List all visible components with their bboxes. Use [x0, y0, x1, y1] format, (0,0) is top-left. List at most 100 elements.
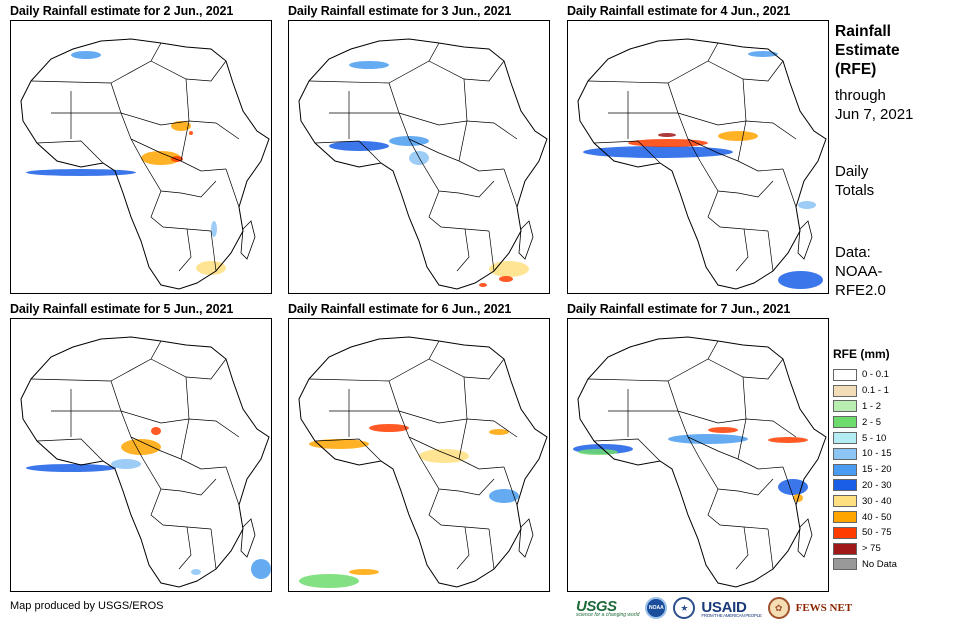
- legend-swatch: [833, 542, 857, 555]
- rainfall-patch: [489, 489, 519, 503]
- country-border: [408, 436, 505, 470]
- rainfall-patch: [489, 429, 509, 435]
- country-border: [737, 78, 747, 162]
- legend-label: 40 - 50: [862, 511, 892, 523]
- rainfall-patch: [389, 136, 429, 146]
- map-panel-jun-4: Daily Rainfall estimate for 4 Jun., 2021: [567, 4, 843, 294]
- legend-swatch: [833, 526, 857, 539]
- country-border: [707, 358, 784, 380]
- country-border: [503, 168, 518, 208]
- side-title-line: Rainfall: [835, 23, 891, 40]
- legend-swatch: [833, 479, 857, 492]
- country-border: [687, 138, 784, 172]
- legend-label: > 75: [862, 543, 881, 555]
- rainfall-patch: [658, 133, 676, 137]
- rainfall-patch: [369, 424, 409, 432]
- africa-map: [288, 20, 550, 294]
- legend-swatch: [833, 511, 857, 524]
- rainfall-patch: [578, 449, 618, 455]
- continent-outline: [298, 336, 548, 588]
- legend-title: RFE (mm): [833, 347, 890, 361]
- country-border: [428, 358, 505, 380]
- country-border: [314, 140, 382, 164]
- country-border: [677, 410, 797, 438]
- rainfall-patch: [141, 151, 181, 165]
- legend-swatch: [833, 400, 857, 413]
- africa-map-svg: [298, 38, 548, 290]
- country-border: [314, 438, 382, 462]
- country-border: [142, 160, 217, 198]
- country-border: [503, 466, 518, 506]
- legend-label: 50 - 75: [862, 527, 892, 539]
- legend-swatch: [833, 558, 857, 571]
- africa-map-svg: [20, 38, 270, 290]
- country-border: [735, 228, 749, 272]
- country-border: [420, 160, 495, 198]
- continent-outline: [20, 38, 270, 290]
- country-border: [30, 80, 144, 162]
- rainfall-patch: [26, 464, 116, 472]
- country-border: [456, 526, 470, 570]
- country-border: [225, 168, 240, 208]
- africa-map: [567, 318, 829, 592]
- country-border: [667, 340, 719, 382]
- madagascar-outline: [240, 220, 256, 260]
- legend-swatch: [833, 384, 857, 397]
- country-border: [687, 436, 784, 470]
- legend-label: 30 - 40: [862, 495, 892, 507]
- country-border: [36, 140, 104, 164]
- rainfall-patch: [708, 427, 738, 433]
- madagascar-outline: [518, 518, 534, 558]
- rainfall-patch: [419, 449, 469, 463]
- map-panel-jun-7: Daily Rainfall estimate for 7 Jun., 2021: [567, 302, 843, 592]
- fews-net-logo: FEWS NET: [795, 602, 853, 614]
- country-border: [707, 190, 769, 232]
- country-border: [488, 528, 495, 570]
- rainfall-patch: [718, 131, 758, 141]
- legend-item: 1 - 2: [833, 399, 897, 415]
- rfe-legend: RFE (mm) 0 - 0.1 0.1 - 1 1 - 2 2 - 5 5 - 10 1…: [833, 347, 897, 572]
- country-border: [225, 466, 240, 506]
- usaid-tagline: FROM THE AMERICAN PEOPLE: [701, 612, 762, 618]
- africa-map-svg: [20, 336, 271, 588]
- country-border: [458, 78, 468, 162]
- rainfall-patch: [583, 146, 733, 158]
- legend-item: > 75: [833, 541, 897, 557]
- country-border: [388, 340, 440, 382]
- side-title-line: (RFE): [835, 61, 877, 78]
- rainfall-patch: [299, 574, 359, 588]
- africa-map-svg: [573, 336, 827, 588]
- legend-item: 40 - 50: [833, 509, 897, 525]
- agency-logos: USGS science for a changing world NOAA ★…: [576, 595, 852, 621]
- legend-item: 50 - 75: [833, 525, 897, 541]
- legend-label: 10 - 15: [862, 448, 892, 460]
- rainfall-patch: [349, 569, 379, 575]
- country-border: [210, 230, 217, 272]
- usgs-logo: USGS science for a changing world: [576, 598, 639, 618]
- country-border: [150, 488, 212, 530]
- rainfall-patch: [71, 51, 101, 59]
- legend-swatch: [833, 432, 857, 445]
- usaid-logo: USAID FROM THE AMERICAN PEOPLE: [701, 599, 762, 618]
- country-border: [782, 168, 797, 208]
- side-title-line: Estimate: [835, 42, 900, 59]
- country-border: [420, 458, 495, 496]
- country-border: [110, 42, 162, 84]
- country-border: [110, 340, 162, 382]
- legend-label: 2 - 5: [862, 416, 882, 428]
- rainfall-patch: [309, 439, 369, 449]
- rainfall-patch: [798, 201, 816, 209]
- credit-text: Map produced by USGS/EROS: [10, 600, 164, 612]
- panel-title: Daily Rainfall estimate for 5 Jun., 2021: [10, 302, 234, 316]
- daily-totals: Daily Totals: [835, 162, 874, 200]
- rainfall-patch: [349, 61, 389, 69]
- fews-seal-icon: ✿: [767, 597, 790, 619]
- country-border: [456, 228, 470, 272]
- rainfall-patch: [196, 261, 226, 275]
- legend-label: 1 - 2: [862, 400, 882, 412]
- usgs-logo-text: USGS: [576, 598, 617, 615]
- legend-swatch: [833, 416, 857, 429]
- africa-map: [567, 20, 829, 294]
- madagascar-outline: [240, 518, 256, 558]
- usgs-tagline: science for a changing world: [576, 612, 640, 618]
